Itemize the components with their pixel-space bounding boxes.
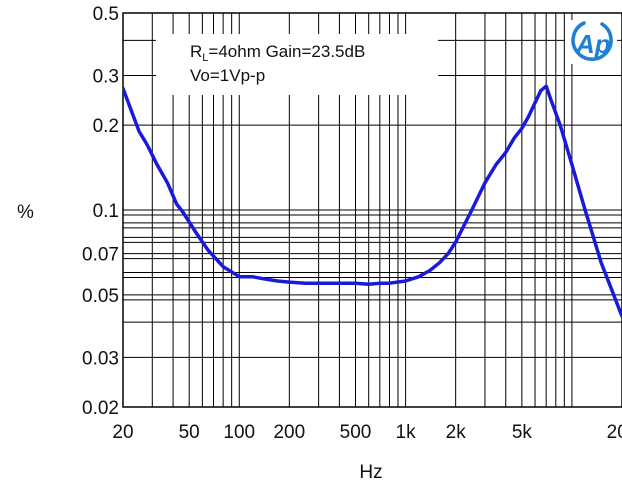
y-tick-label: 0.1 xyxy=(93,201,119,222)
annotation-line-1: RL=4ohm Gain=23.5dB xyxy=(190,42,365,64)
annotation-condition-subscript: L xyxy=(202,52,208,64)
ap-logo: Ap xyxy=(565,20,617,64)
annotation-line-2: Vo=1Vp-p xyxy=(190,66,265,85)
ap-logo-text: Ap xyxy=(575,29,611,59)
annotation-box: RL=4ohm Gain=23.5dB Vo=1Vp-p xyxy=(156,34,438,95)
x-tick-label: 200 xyxy=(273,422,305,443)
x-axis-label: Hz xyxy=(359,462,382,482)
x-tick-label: 5k xyxy=(512,422,533,443)
y-tick-label: 0.02 xyxy=(82,398,119,419)
x-tick-label: 500 xyxy=(340,422,372,443)
x-tick-label: 2k xyxy=(446,422,467,443)
y-tick-label: 0.2 xyxy=(93,116,119,137)
y-tick-label: 0.5 xyxy=(93,4,119,25)
x-tick-label: 1k xyxy=(396,422,417,443)
y-tick-label: 0.03 xyxy=(82,348,119,369)
x-tick-label: 20 xyxy=(112,422,133,443)
x-tick-label: 20k xyxy=(607,422,622,443)
y-tick-label: 0.05 xyxy=(82,286,119,307)
y-tick-label: 0.07 xyxy=(82,245,119,266)
x-tick-label: 50 xyxy=(179,422,200,443)
plot-frame xyxy=(122,12,622,408)
y-axis-label: % xyxy=(17,202,34,223)
thd-series-line xyxy=(123,84,622,318)
annotation-condition-rest: =4ohm Gain=23.5dB xyxy=(208,42,365,61)
y-tick-label: 0.3 xyxy=(93,67,119,88)
tick-labels: 20 50 100 200 500 1k 2k 5k 20k 0.02 0.03 0.05 0.07 0.… xyxy=(82,4,622,443)
x-tick-label: 100 xyxy=(223,422,255,443)
annotation-condition-prefix: R xyxy=(190,42,202,61)
